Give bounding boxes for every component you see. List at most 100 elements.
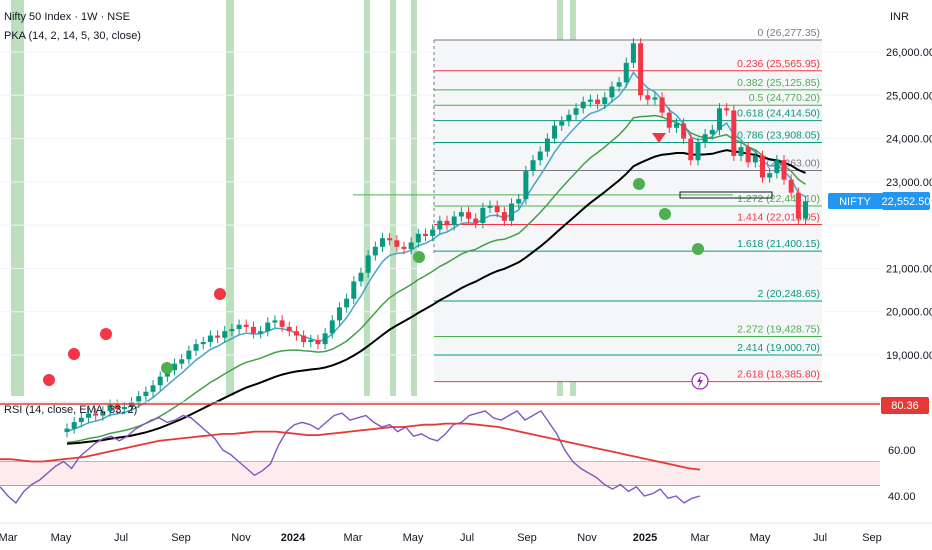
candle-body bbox=[236, 324, 242, 330]
candle-body bbox=[301, 335, 307, 343]
fib-level-label: 2.414 (19,000.70) bbox=[737, 342, 820, 354]
price-tick-label: 21,000.00 bbox=[886, 263, 932, 275]
candle-body bbox=[494, 205, 500, 213]
candle-body bbox=[458, 212, 464, 217]
time-tick-label: Mar bbox=[344, 532, 363, 544]
candle-body bbox=[358, 272, 364, 282]
candle-body bbox=[136, 396, 142, 403]
sell-signal-dot bbox=[43, 374, 55, 386]
fib-level-label: 1.618 (21,400.15) bbox=[737, 238, 820, 250]
time-tick-label: Sep bbox=[517, 532, 537, 544]
fib-level-label: 0.382 (25,125.85) bbox=[737, 77, 820, 89]
candle-body bbox=[258, 331, 264, 334]
time-tick-label: Jul bbox=[813, 532, 827, 544]
candle-body bbox=[351, 281, 357, 299]
fib-level-label: 0.786 (23,908.05) bbox=[737, 130, 820, 142]
candle-body bbox=[795, 192, 801, 219]
candle-body bbox=[523, 171, 529, 200]
candle-body bbox=[673, 123, 679, 128]
candle-body bbox=[659, 97, 665, 113]
candle-body bbox=[64, 428, 70, 433]
time-tick-label: Mar bbox=[691, 532, 710, 544]
candle-body bbox=[265, 322, 271, 332]
candle-body bbox=[731, 110, 737, 156]
rsi-line bbox=[0, 409, 701, 504]
candle-body bbox=[451, 216, 457, 226]
candle-body bbox=[645, 95, 651, 100]
candle-body bbox=[250, 326, 256, 334]
currency-label: INR bbox=[890, 11, 909, 23]
candle-body bbox=[573, 108, 579, 115]
symbol-legend[interactable]: Nifty 50 Index · 1W · NSE bbox=[4, 11, 130, 23]
candle-body bbox=[293, 331, 299, 336]
candle-body bbox=[372, 246, 378, 256]
candle-body bbox=[630, 43, 636, 63]
candle-body bbox=[516, 199, 522, 204]
candle-body bbox=[552, 125, 558, 139]
candle-body bbox=[473, 218, 479, 223]
symbol-tag-label: NIFTY bbox=[839, 196, 871, 208]
price-tick-label: 25,000.00 bbox=[886, 90, 932, 102]
ema-fast-line bbox=[66, 71, 806, 432]
candle-body bbox=[724, 108, 730, 111]
time-tick-label: May bbox=[750, 532, 771, 544]
candle-body bbox=[172, 363, 178, 371]
candle-body bbox=[143, 391, 149, 397]
candle-body bbox=[566, 114, 572, 122]
buy-signal-dot bbox=[413, 251, 425, 263]
candle-body bbox=[437, 220, 443, 230]
candle-body bbox=[544, 138, 550, 152]
candle-body bbox=[379, 238, 385, 247]
candle-body bbox=[222, 331, 228, 338]
candle-body bbox=[78, 417, 84, 423]
candle-body bbox=[509, 203, 515, 221]
candle-body bbox=[638, 43, 644, 96]
candle-body bbox=[716, 108, 722, 130]
candle-body bbox=[193, 344, 199, 351]
pka-indicator-legend[interactable]: PKA (14, 2, 14, 5, 30, close) bbox=[4, 30, 141, 42]
flash-event-icon bbox=[697, 375, 703, 388]
candlesticks bbox=[64, 38, 809, 438]
rsi-band bbox=[0, 461, 880, 486]
candle-body bbox=[344, 298, 350, 308]
candle-body bbox=[336, 307, 342, 321]
time-tick-label: Nov bbox=[577, 532, 597, 544]
time-tick-label: Jul bbox=[460, 532, 474, 544]
candle-body bbox=[179, 359, 185, 364]
candle-body bbox=[215, 335, 221, 338]
ema-slow-line bbox=[66, 149, 806, 445]
candle-body bbox=[430, 229, 436, 236]
candle-body bbox=[774, 160, 780, 174]
candle-body bbox=[71, 422, 77, 429]
buy-signal-dot bbox=[161, 362, 173, 374]
rsi-indicator-legend[interactable]: RSI (14, close, EMA, 33, 2) bbox=[4, 404, 138, 416]
sell-signal-dot bbox=[68, 348, 80, 360]
fib-level-label: 2 (20,248.65) bbox=[758, 288, 820, 300]
candle-body bbox=[100, 411, 106, 416]
buy-signal-dot bbox=[692, 243, 704, 255]
rsi-upper-tag bbox=[881, 397, 929, 414]
candle-body bbox=[207, 335, 213, 343]
last-price-label: 22,552.50 bbox=[882, 196, 931, 208]
candle-body bbox=[157, 376, 163, 386]
candle-body bbox=[652, 97, 658, 100]
candle-body bbox=[587, 99, 593, 102]
candle-body bbox=[616, 82, 622, 87]
sell-signal-dot bbox=[214, 288, 226, 300]
fib-level-label: 2.272 (19,428.75) bbox=[737, 323, 820, 335]
rsi-ma-line bbox=[0, 422, 701, 471]
highlight-band bbox=[390, 0, 396, 396]
buy-signal-dot bbox=[633, 178, 645, 190]
candle-body bbox=[609, 86, 615, 98]
candle-body bbox=[150, 385, 156, 392]
rsi-upper-label: 80.36 bbox=[891, 400, 919, 412]
sell-arrow-marker bbox=[652, 133, 666, 143]
price-tick-label: 20,000.00 bbox=[886, 307, 932, 319]
symbol-price-tag bbox=[828, 193, 883, 209]
time-tick-label: Sep bbox=[171, 532, 191, 544]
fib-level-label: 0 (26,277.35) bbox=[758, 27, 820, 39]
fib-level-label: 0.236 (25,565.95) bbox=[737, 58, 820, 70]
rsi-tick-label: 40.00 bbox=[888, 491, 916, 503]
candle-body bbox=[709, 129, 715, 135]
candle-body bbox=[602, 97, 608, 104]
